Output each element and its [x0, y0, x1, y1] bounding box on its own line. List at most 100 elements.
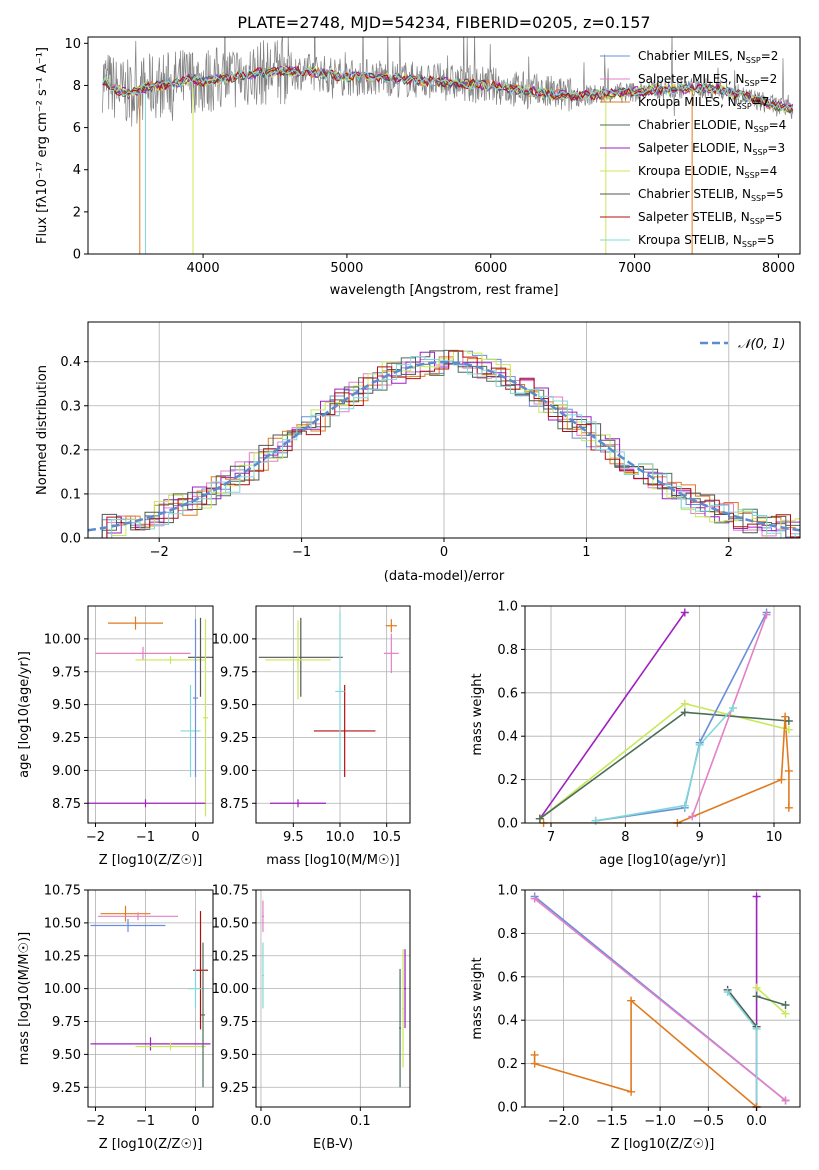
- tick-label-x: 10: [766, 830, 783, 845]
- tick-label-y: 0.8: [497, 643, 518, 658]
- histogram-salpeter_stelib: [92, 350, 800, 538]
- y-axis-label: age [log10(age/yr)]: [17, 651, 32, 778]
- tick-label-y: 9.25: [220, 1081, 249, 1096]
- legend-sub: SSP: [745, 79, 760, 88]
- legend-sub: SSP: [752, 148, 767, 157]
- tick-label-y: 0.6: [497, 970, 518, 985]
- x-axis-label: (data-model)/error: [384, 569, 505, 584]
- tick-label-y: 6: [73, 121, 81, 136]
- tick-label-y: 9.75: [52, 1015, 81, 1030]
- tick-label-x: 8000: [762, 261, 795, 276]
- model-kroupa_stelib: [101, 66, 794, 112]
- weight-marker: [695, 740, 704, 749]
- x-axis-label: E(B-V): [313, 1137, 353, 1152]
- panel-weight_vs_age: 7 8 9 10 0.0 0.2 0.4 0.6 0.8 1.0 age [log10(age/yr…: [470, 600, 801, 868]
- tick-label-y: 8: [73, 79, 81, 94]
- tick-label-x: 0: [191, 1114, 199, 1129]
- tick-label-y: 0.4: [497, 1014, 518, 1029]
- weight-marker: [535, 814, 544, 823]
- tick-label-x: 8: [621, 830, 629, 845]
- tick-label-x: 0.1: [350, 1114, 371, 1129]
- weight-line: [756, 995, 786, 1006]
- weight-marker: [627, 996, 636, 1005]
- weight-marker: [762, 610, 771, 619]
- weight-marker: [752, 1024, 761, 1033]
- tick-label-x: 9.5: [283, 830, 304, 845]
- tick-label-x: −2: [86, 1114, 105, 1129]
- tick-label-x: −1: [136, 1114, 155, 1129]
- tick-label-y: 10.00: [44, 632, 81, 647]
- tick-label-y: 0.1: [60, 487, 81, 502]
- weight-marker: [627, 1087, 636, 1096]
- tick-label-x: −2: [86, 830, 105, 845]
- legend-sub: SSP: [742, 240, 757, 249]
- histogram-kroupa_elodie: [97, 351, 800, 538]
- tick-label-y: 10: [64, 37, 81, 52]
- y-axis-label: Normed distribution: [35, 365, 50, 495]
- histogram-salpeter_elodie: [92, 351, 800, 538]
- weight-marker: [784, 766, 793, 775]
- weight-marker: [777, 775, 786, 784]
- panel-mass_vs_ebv: 0.0 0.1 9.25 9.50 9.75 10.00 10.25 10.50 10.75 E(…: [212, 884, 411, 1152]
- tick-label-y: 9.25: [52, 1081, 81, 1096]
- tick-label-y: 8.75: [220, 797, 249, 812]
- legend-sub: SSP: [737, 102, 752, 111]
- weight-line: [595, 707, 734, 822]
- tick-label-x: −1: [136, 830, 155, 845]
- weight-line: [534, 898, 787, 1102]
- legend-suffix: =5: [766, 187, 784, 201]
- legend-suffix: =3: [767, 141, 785, 155]
- legend-label: 𝒩(0, 1): [738, 337, 785, 352]
- tick-label-y: 0.4: [497, 730, 518, 745]
- tick-label-y: 10.75: [212, 884, 249, 899]
- y-axis-label: Flux [fλ10⁻¹⁷ erg cm⁻² s⁻¹ A⁻¹]: [35, 47, 50, 244]
- tick-label-y: 0.0: [497, 1101, 518, 1116]
- normal-curve: [88, 360, 800, 532]
- weight-marker: [784, 803, 793, 812]
- tick-label-y: 9.50: [220, 1048, 249, 1063]
- plot-area: [101, 37, 794, 254]
- tick-label-y: 9.75: [220, 665, 249, 680]
- tick-label-x: 0.0: [746, 1114, 767, 1129]
- tick-label-y: 9.25: [220, 731, 249, 746]
- weight-marker: [784, 717, 793, 726]
- weight-marker: [530, 894, 539, 903]
- weight-marker: [530, 1050, 539, 1059]
- tick-label-y: 1.0: [497, 884, 518, 899]
- axes-frame: [255, 889, 411, 1108]
- tick-label-y: 9.25: [52, 731, 81, 746]
- plot-area: [90, 905, 211, 1088]
- legend-sub: SSP: [750, 217, 765, 226]
- tick-label-x: 0: [440, 545, 448, 560]
- tick-label-x: 10.0: [326, 830, 355, 845]
- legend-sub: SSP: [754, 125, 769, 134]
- legend-suffix: =7: [752, 95, 770, 109]
- tick-label-x: 2: [725, 545, 733, 560]
- tick-label-x: −1.5: [596, 1114, 628, 1129]
- weight-marker: [781, 1001, 790, 1010]
- legend-label: Chabrier ELODIE, NSSP=4: [638, 118, 786, 134]
- tick-label-y: 0.0: [60, 532, 81, 547]
- legend-suffix: =5: [757, 233, 775, 247]
- legend-sub: SSP: [751, 194, 766, 203]
- tick-label-y: 0.2: [497, 773, 518, 788]
- legend-label: Kroupa MILES, NSSP=7: [638, 95, 769, 111]
- legend-sub: SSP: [746, 56, 761, 65]
- axes-frame: [524, 889, 801, 1108]
- tick-label-x: 4000: [187, 261, 220, 276]
- panel-residuals: −2 −1 0 1 2 0.0 0.1 0.2 0.3 0.4 𝒩(0, 1) (data-model…: [35, 321, 801, 584]
- weight-line: [726, 989, 758, 1028]
- tick-label-x: 0.0: [251, 1114, 272, 1129]
- axes-frame: [255, 605, 411, 824]
- panel-age_vs_mass: 9.5 10.0 10.5 8.75 9.00 9.25 9.50 9.75 10.00 mass…: [212, 605, 411, 868]
- weight-marker: [752, 983, 761, 992]
- tick-label-y: 10.00: [212, 982, 249, 997]
- tick-label-y: 1.0: [497, 600, 518, 615]
- tick-label-y: 10.75: [44, 884, 81, 899]
- tick-label-x: 1: [582, 545, 590, 560]
- tick-label-y: 10.00: [44, 982, 81, 997]
- weight-line: [533, 998, 758, 1107]
- weight-marker: [752, 992, 761, 1001]
- x-axis-label: mass [log10(M/M☉)]: [266, 853, 399, 868]
